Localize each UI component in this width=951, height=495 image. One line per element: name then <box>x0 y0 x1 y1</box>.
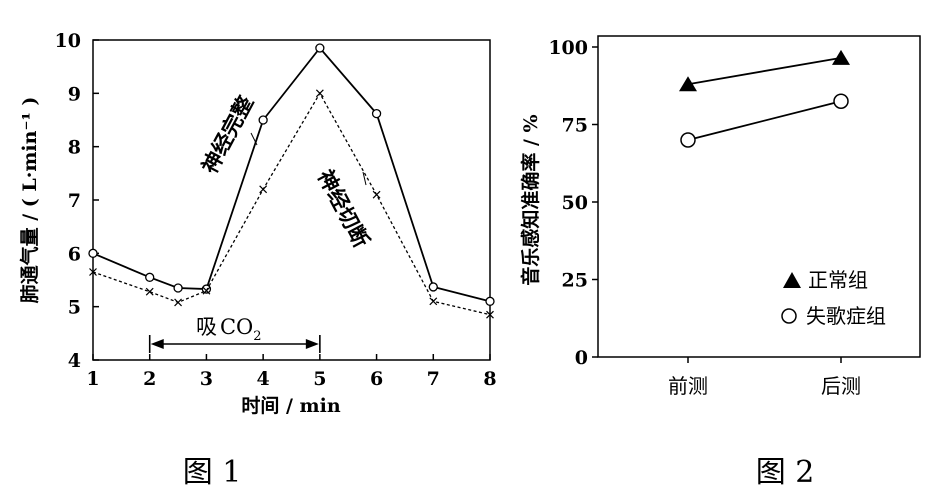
co2-annotation-label: 吸 CO2 <box>196 315 262 344</box>
data-point-intact <box>371 108 382 119</box>
data-point-severed <box>372 190 381 199</box>
y-tick-label: 10 <box>55 30 81 52</box>
y-tick-label: 5 <box>68 297 81 319</box>
y-tick-label: 25 <box>562 270 588 292</box>
figure-1-plot-frame <box>92 39 491 361</box>
figure-1-ticks: 1 2 3 4 5 6 7 8 4 5 6 7 8 9 10 <box>55 30 497 390</box>
y-tick-label: 6 <box>68 243 81 265</box>
figure-1-x-axis-label: 时间 / min <box>241 395 340 417</box>
data-point-amusia-group <box>833 93 849 109</box>
y-tick-label: 0 <box>575 347 588 369</box>
series-label-intact-leader <box>250 132 258 146</box>
data-point-severed <box>145 287 154 296</box>
series-label-severed: 神经切断 <box>313 166 375 252</box>
data-point-severed <box>429 297 438 306</box>
series-line-amusia-group <box>687 100 842 141</box>
data-point-intact <box>88 248 98 258</box>
data-point-intact <box>485 296 495 306</box>
x-tick-label: 4 <box>257 368 270 390</box>
figure-1-co2-annotation: 吸 CO2 <box>148 315 321 353</box>
y-tick-label: 9 <box>68 83 81 105</box>
cross-stroke <box>486 310 494 319</box>
data-point-intact <box>201 284 212 294</box>
co2-annotation-subscript: 2 <box>253 329 261 344</box>
legend-normal-group-label: 正常组 <box>808 268 868 292</box>
series-line-normal-group <box>687 56 842 86</box>
series-line-severed <box>92 92 491 316</box>
data-point-severed <box>259 185 268 194</box>
figure-1-series <box>88 43 495 319</box>
cross-stroke <box>372 190 381 199</box>
data-point-severed <box>89 268 97 276</box>
series-label-severed-leader <box>362 171 367 186</box>
figure-2: 0 25 50 75 100 前测 后测 音乐感知准确率 / % 正常组 失歌症组 图 2 <box>519 35 921 490</box>
x-tick-label: 6 <box>370 368 383 390</box>
data-point-intact <box>315 43 325 53</box>
data-point-severed <box>486 310 494 319</box>
legend-normal-group-marker <box>783 272 801 288</box>
y-tick-label: 4 <box>68 350 81 372</box>
x-category-label: 后测 <box>821 374 861 398</box>
y-tick-label: 8 <box>68 137 81 159</box>
figure-1-y-axis-label: 肺通气量 / ( L·min⁻¹ ) <box>18 97 41 304</box>
co2-arrow-head-left <box>150 339 164 349</box>
co2-annotation-verb: 吸 <box>196 315 217 339</box>
data-point-severed <box>202 286 211 295</box>
y-tick-label: 100 <box>548 37 588 59</box>
cross-stroke <box>89 268 97 276</box>
x-tick-label: 2 <box>143 368 156 390</box>
y-tick-label: 7 <box>68 190 81 212</box>
figure-2-caption: 图 2 <box>756 455 815 490</box>
figure-2-y-axis-label: 音乐感知准确率 / % <box>519 114 542 285</box>
cross-stroke <box>315 89 324 98</box>
cross-stroke <box>174 298 182 307</box>
data-point-intact <box>173 283 183 293</box>
figure-2-ticks: 0 25 50 75 100 前测 后测 <box>548 37 861 398</box>
data-point-normal-group <box>679 76 697 92</box>
co2-annotation-formula: CO <box>220 315 253 339</box>
y-tick-label: 75 <box>562 115 588 137</box>
figure-2-series <box>679 49 850 148</box>
data-point-normal-group <box>832 49 850 65</box>
cross-stroke <box>259 185 268 194</box>
data-point-severed <box>315 89 324 98</box>
data-point-intact <box>145 272 155 282</box>
data-point-amusia-group <box>680 132 696 148</box>
legend-amusia-group-label: 失歌症组 <box>806 304 886 328</box>
x-category-label: 前测 <box>668 374 708 398</box>
legend-amusia-group-marker <box>781 308 797 324</box>
x-tick-label: 3 <box>200 368 213 390</box>
x-tick-label: 8 <box>483 368 496 390</box>
x-tick-label: 1 <box>86 368 99 390</box>
figure-1-caption: 图 1 <box>183 455 242 490</box>
cross-stroke <box>145 287 154 296</box>
x-tick-label: 7 <box>427 368 440 390</box>
figure-2-plot-frame <box>597 35 921 358</box>
cross-stroke <box>429 297 438 306</box>
data-point-intact <box>258 115 268 125</box>
x-tick-label: 5 <box>313 368 326 390</box>
series-line-intact <box>92 46 491 303</box>
y-tick-label: 50 <box>562 192 588 214</box>
figure-2-legend: 正常组 失歌症组 <box>781 268 886 328</box>
data-point-intact <box>428 282 438 292</box>
data-point-severed <box>174 298 182 307</box>
cross-stroke <box>202 286 211 295</box>
co2-arrow-head-right <box>305 339 319 349</box>
